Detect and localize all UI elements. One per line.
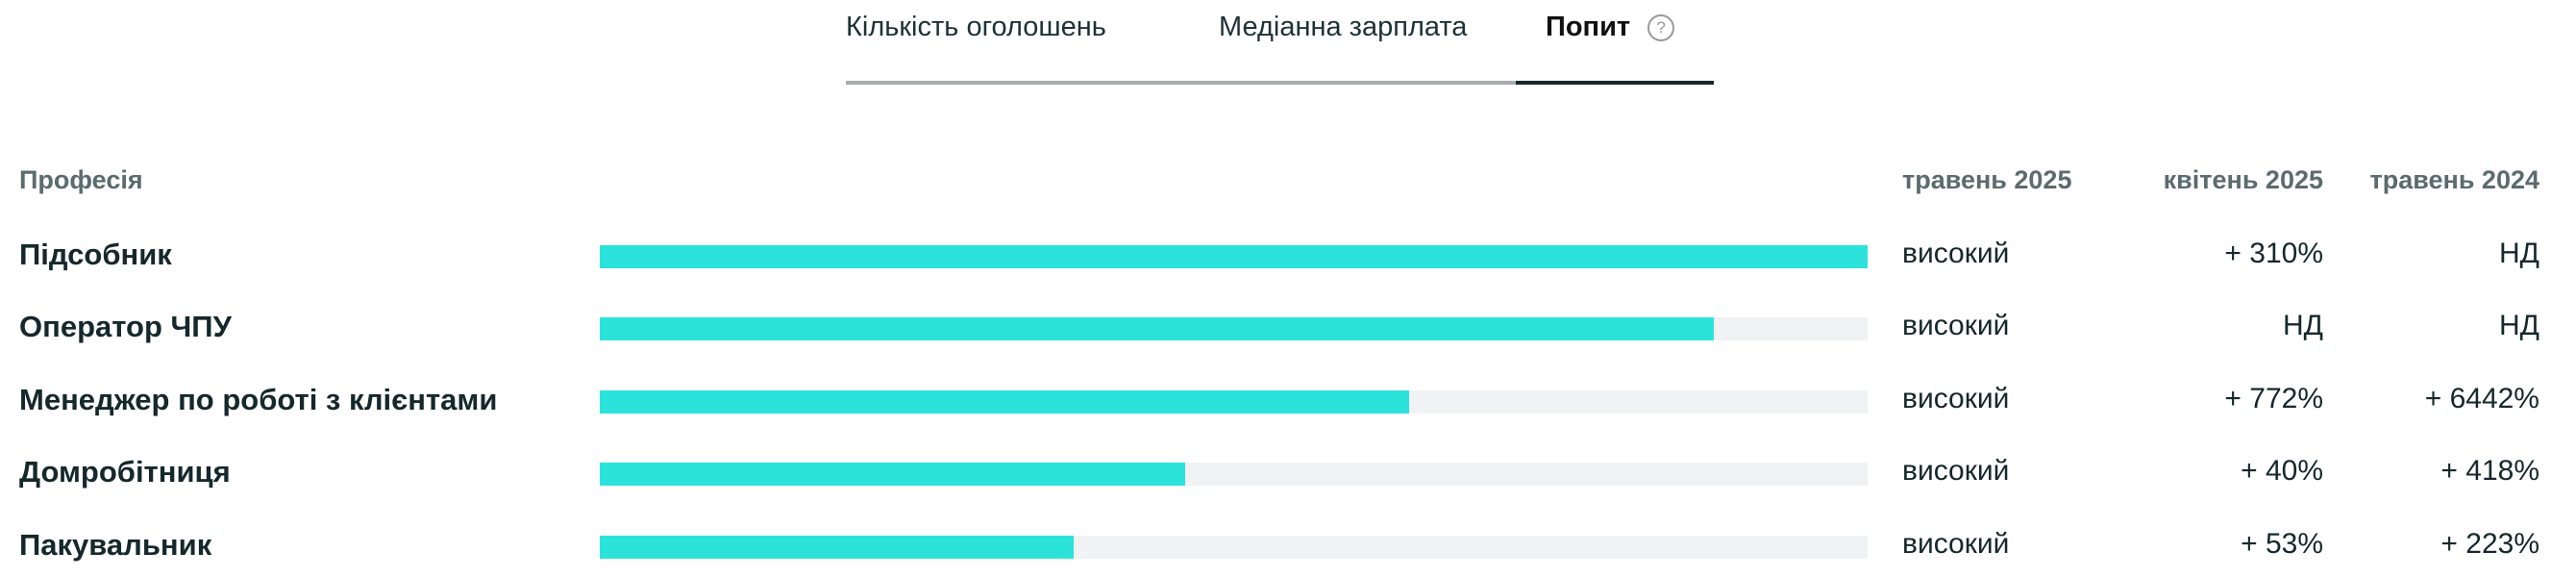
- change-vs-may-2024: + 418%: [2440, 455, 2539, 487]
- demand-bar-track: [600, 463, 1868, 486]
- tab-bar: Кількість оголошень Медіанна зарплата По…: [846, 0, 1714, 85]
- demand-bar-track: [600, 390, 1868, 414]
- demand-level: високий: [1902, 238, 2010, 269]
- tab-listings-count[interactable]: Кількість оголошень: [846, 12, 1106, 42]
- demand-bar-fill: [600, 317, 1715, 340]
- profession-name: Оператор ЧПУ: [19, 310, 232, 343]
- tab-median-salary[interactable]: Медіанна зарплата: [1219, 12, 1468, 42]
- change-vs-may-2024: + 223%: [2440, 528, 2539, 560]
- change-vs-may-2024: НД: [2499, 310, 2539, 341]
- header-april-2025: квітень 2025: [2163, 165, 2323, 194]
- table-row: Пакувальник високий + 53% + 223%: [0, 528, 2576, 566]
- active-tab-indicator: [1516, 81, 1714, 85]
- demand-level: високий: [1902, 528, 2010, 560]
- demand-bar-track: [600, 245, 1868, 268]
- tab-demand-label: Попит: [1546, 12, 1631, 42]
- change-vs-april-2025: + 40%: [2241, 455, 2323, 487]
- demand-bar-fill: [600, 245, 1868, 268]
- demand-bar-fill: [600, 536, 1075, 559]
- profession-name: Менеджер по роботі з клієнтами: [19, 383, 498, 416]
- change-vs-april-2025: НД: [2283, 310, 2323, 341]
- table-row: Оператор ЧПУ високий НД НД: [0, 310, 2576, 348]
- help-icon[interactable]: ?: [1647, 14, 1675, 41]
- table-row: Підсобник високий + 310% НД: [0, 238, 2576, 276]
- demand-level: високий: [1902, 383, 2010, 414]
- header-may-2024: травень 2024: [2369, 165, 2539, 194]
- header-profession: Професія: [19, 165, 143, 194]
- demand-level: високий: [1902, 310, 2010, 341]
- demand-bar-fill: [600, 390, 1409, 414]
- tab-demand[interactable]: Попит?: [1546, 12, 1675, 43]
- profession-name: Підсобник: [19, 238, 172, 271]
- profession-name: Пакувальник: [19, 528, 212, 562]
- change-vs-april-2025: + 772%: [2224, 383, 2323, 414]
- demand-bar-fill: [600, 463, 1186, 486]
- change-vs-may-2024: + 6442%: [2424, 383, 2539, 414]
- table-row: Домробітниця високий + 40% + 418%: [0, 455, 2576, 493]
- demand-bar-track: [600, 536, 1868, 559]
- table-row: Менеджер по роботі з клієнтами високий +…: [0, 383, 2576, 421]
- change-vs-april-2025: + 310%: [2224, 238, 2323, 269]
- profession-name: Домробітниця: [19, 455, 231, 489]
- header-may-2025: травень 2025: [1902, 165, 2072, 194]
- demand-level: високий: [1902, 455, 2010, 487]
- change-vs-april-2025: + 53%: [2241, 528, 2323, 560]
- demand-bar-track: [600, 317, 1868, 340]
- change-vs-may-2024: НД: [2499, 238, 2539, 269]
